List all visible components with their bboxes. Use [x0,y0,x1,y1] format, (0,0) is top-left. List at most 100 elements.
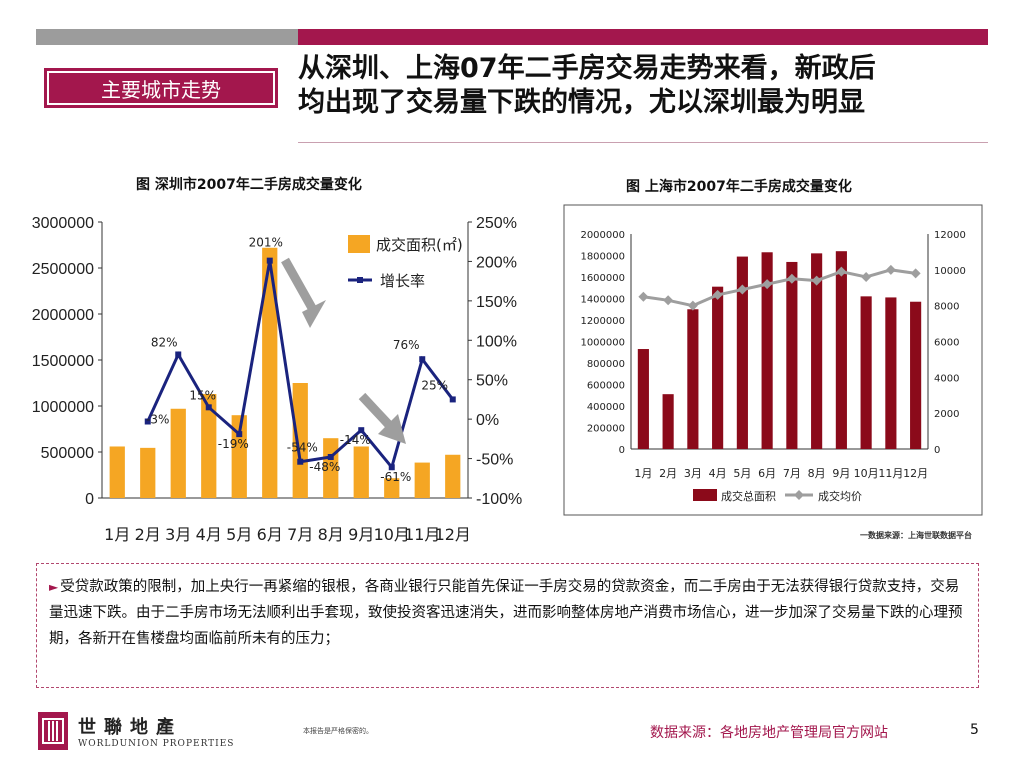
x-tick-label: 5月 [733,467,751,480]
y-tick-label: 800000 [587,359,625,370]
bar-area [292,383,308,498]
y2-tick-label: 8000 [934,302,959,313]
growth-data-label: -19% [218,437,249,451]
bar-area [201,394,217,498]
x-tick-label: 2月 [135,525,161,544]
y2-tick-label: 100% [476,333,517,350]
x-tick-label: 11月 [404,525,440,544]
y-tick-label: 1800000 [580,252,625,263]
x-tick-label: 7月 [287,525,313,544]
growth-data-label: 15% [189,388,216,402]
growth-rate-point [419,356,426,363]
headline-line-2: 均出现了交易量下跌的情况，尤以深圳最为明显 [298,87,865,118]
page-number: 5 [970,722,979,738]
y-tick-label: 200000 [587,424,625,435]
bar-area [445,454,461,498]
y2-tick-label: 12000 [934,230,966,241]
x-tick-label: 8月 [808,467,826,480]
bar-area [262,247,278,498]
y-tick-label: 1400000 [580,295,625,306]
y-tick-label: 500000 [41,445,94,462]
bar-area [170,408,186,498]
legend-label-total: 成交总面积 [721,489,776,503]
avg-price-point [687,300,698,311]
avg-price-point [762,279,773,290]
x-tick-label: 8月 [318,525,344,544]
y2-tick-label: 200% [476,254,517,271]
growth-rate-point [205,404,212,411]
growth-data-label: -48% [309,460,340,474]
bar-total-area [835,251,847,449]
x-tick-label: 12月 [903,467,928,480]
growth-rate-point [388,464,395,471]
x-tick-label: 6月 [257,525,283,544]
trend-arrow-2-head [378,414,406,444]
growth-rate-point [327,453,334,460]
y2-tick-label: 4000 [934,373,959,384]
x-tick-label: 4月 [196,525,222,544]
chart-border [563,204,983,516]
x-tick-label: 2月 [659,467,677,480]
x-tick-label: 5月 [226,525,252,544]
bar-total-area [910,301,922,449]
x-tick-label: 7月 [783,467,801,480]
bar-total-area [637,349,649,449]
company-logo: 世聯地產 WORLDUNION PROPERTIES [38,712,234,750]
y2-tick-label: -50% [476,452,513,469]
legend-label-price: 成交均价 [818,489,862,503]
y-tick-label: 1600000 [580,273,625,284]
y-tick-label: 3000000 [32,215,94,232]
y2-tick-label: -100% [476,491,522,508]
shanghai-chart: 2000000180000016000001400000120000010000… [563,204,983,516]
y-tick-label: 1500000 [32,353,94,370]
x-tick-label: 10月 [374,525,410,544]
y-tick-label: 0 [619,445,625,456]
logo-mark-icon [38,712,68,750]
bar-area [384,478,400,498]
bar-total-area [860,296,872,449]
page-headline: 从深圳、上海07年二手房交易走势来看，新政后 均出现了交易量下跌的情况，尤以深圳… [298,52,978,120]
growth-data-label: 82% [151,335,178,349]
x-tick-label: 11月 [878,467,903,480]
x-tick-label: 3月 [165,525,191,544]
x-tick-label: 6月 [758,467,776,480]
avg-price-point [663,295,674,306]
trend-arrow-2 [358,392,394,430]
growth-data-label: -3% [146,413,169,427]
analysis-text-box: ► 受贷款政策的限制，加上央行一再紧缩的银根，各商业银行只能首先保证一手房交易的贷… [36,563,979,688]
y2-tick-label: 6000 [934,338,959,349]
legend-swatch-total [693,489,717,501]
logo-chinese-name: 世聯地產 [78,717,182,738]
legend-label-area: 成交面积(㎡) [376,236,463,254]
growth-data-label: 25% [421,378,448,392]
bar-total-area [761,252,773,449]
legend-marker-growth [357,277,363,283]
y-tick-label: 600000 [587,381,625,392]
y-tick-label: 2000000 [580,230,625,241]
y2-tick-label: 2000 [934,409,959,420]
growth-data-label: 201% [249,236,283,250]
bar-area [231,415,247,498]
x-tick-label: 4月 [709,467,727,480]
bar-total-area [662,394,674,449]
x-tick-label: 9月 [832,467,850,480]
growth-rate-point [236,431,243,438]
bar-total-area [712,286,724,449]
y2-tick-label: 10000 [934,266,966,277]
avg-price-point [638,291,649,302]
shenzhen-chart: 3000000 2500000 2000000 1500000 1000000 50000… [32,215,523,544]
avg-price-point [836,266,847,277]
bar-area [353,446,369,498]
bar-area [109,446,125,498]
trend-arrow-1-head [302,300,326,328]
x-tick-label: 3月 [684,467,702,480]
y-tick-label: 400000 [587,402,625,413]
top-bar-red-segment [298,29,988,45]
headline-divider [298,142,988,143]
growth-rate-point [175,351,182,358]
top-color-bar [36,29,988,45]
bar-total-area [736,256,748,449]
growth-data-label: -61% [380,470,411,484]
y-tick-label: 2000000 [32,307,94,324]
avg-price-point [885,264,896,275]
